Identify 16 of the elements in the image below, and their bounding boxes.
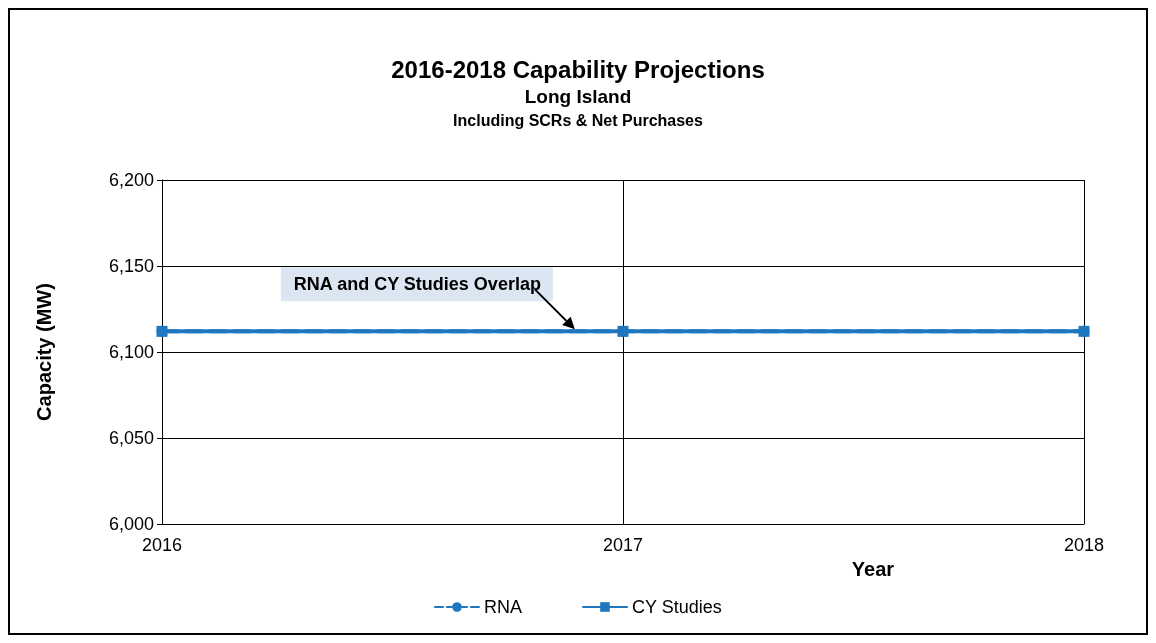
legend-label: RNA bbox=[483, 597, 522, 617]
y-axis-title: Capacity (MW) bbox=[33, 283, 55, 421]
chart-title: 2016-2018 Capability Projections bbox=[391, 55, 765, 83]
x-tick-label: 2018 bbox=[1063, 535, 1105, 555]
y-tick-label: 6,200 bbox=[108, 170, 154, 190]
text: Including SCRs & Net Purchases bbox=[453, 111, 704, 129]
y-tick-label: 6,000 bbox=[108, 514, 154, 534]
x-tick-label: 2017 bbox=[602, 535, 644, 555]
y-tick-label: 6,150 bbox=[108, 256, 154, 276]
annotation: RNA and CY Studies Overlap bbox=[293, 274, 541, 295]
x-axis-title: Year bbox=[851, 557, 895, 580]
y-tick-label: 6,050 bbox=[108, 428, 154, 448]
chart-subtitle: Long Island bbox=[524, 86, 632, 107]
x-tick-label: 2016 bbox=[141, 535, 183, 555]
y-tick-label: 6,100 bbox=[108, 342, 154, 362]
legend-label: CY Studies bbox=[631, 597, 722, 617]
